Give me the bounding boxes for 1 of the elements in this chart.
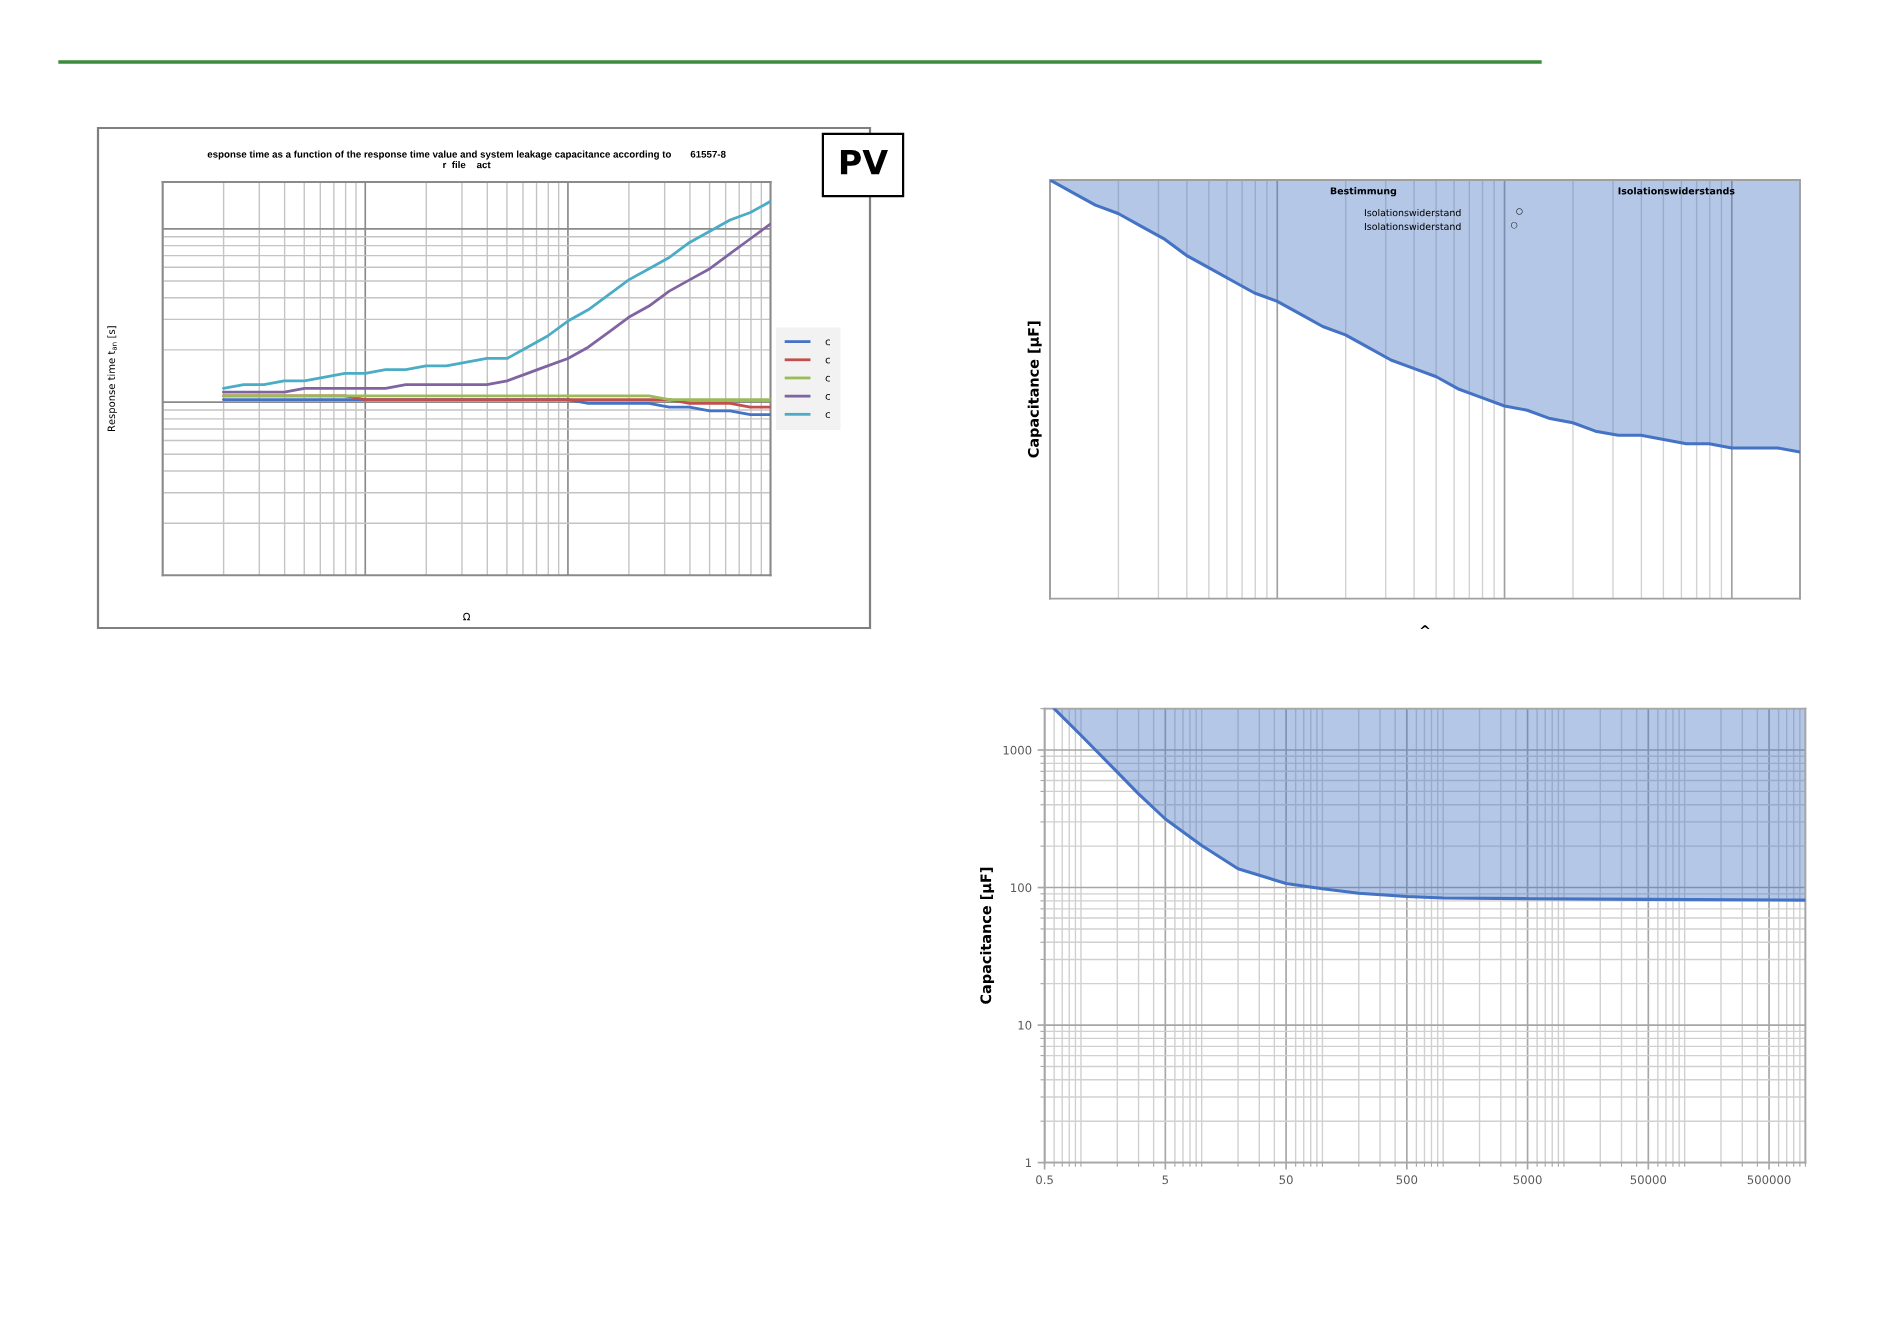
text: PV — [840, 149, 888, 175]
